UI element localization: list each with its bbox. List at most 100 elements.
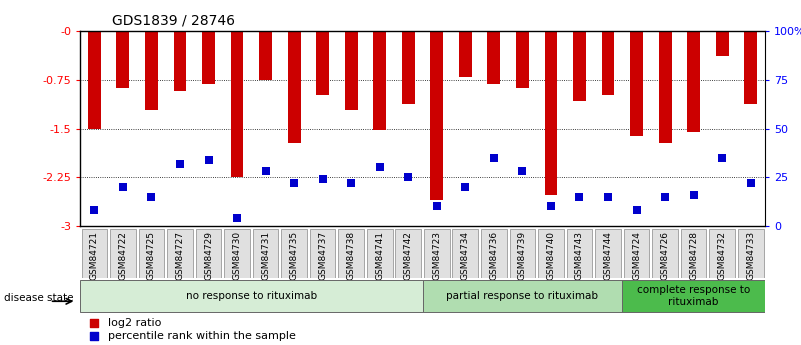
Bar [716,31,729,56]
FancyBboxPatch shape [195,228,221,278]
FancyBboxPatch shape [338,228,364,278]
FancyBboxPatch shape [652,228,678,278]
Text: GSM84740: GSM84740 [546,231,555,280]
Point [602,194,614,199]
Point [744,180,757,186]
FancyBboxPatch shape [423,279,622,312]
Point [87,320,100,325]
FancyBboxPatch shape [595,228,621,278]
Bar [744,31,757,104]
Point [260,169,272,174]
FancyBboxPatch shape [538,228,564,278]
FancyBboxPatch shape [224,228,250,278]
Text: partial response to rituximab: partial response to rituximab [446,291,598,301]
Text: GSM84736: GSM84736 [489,231,498,280]
Text: GDS1839 / 28746: GDS1839 / 28746 [112,14,235,28]
Bar [430,31,443,200]
Text: GSM84728: GSM84728 [689,231,698,280]
Point [687,192,700,198]
Point [316,176,329,182]
Text: GSM84742: GSM84742 [404,231,413,279]
Point [87,334,100,339]
FancyBboxPatch shape [424,228,449,278]
Point [373,165,386,170]
Point [145,194,158,199]
Text: GSM84723: GSM84723 [433,231,441,280]
Bar [516,31,529,88]
Text: GSM84737: GSM84737 [318,231,327,280]
FancyBboxPatch shape [367,228,392,278]
FancyBboxPatch shape [710,228,735,278]
Bar [373,31,386,130]
Text: GSM84730: GSM84730 [232,231,242,280]
Bar [602,31,614,95]
Bar [344,31,357,110]
Text: GSM84735: GSM84735 [290,231,299,280]
Bar [488,31,501,84]
Text: GSM84739: GSM84739 [518,231,527,280]
Text: GSM84725: GSM84725 [147,231,156,280]
FancyBboxPatch shape [624,228,650,278]
Bar [687,31,700,132]
FancyBboxPatch shape [310,228,336,278]
Point [516,169,529,174]
Bar [260,31,272,80]
Point [630,208,643,213]
Text: GSM84743: GSM84743 [575,231,584,280]
Bar [630,31,643,136]
FancyBboxPatch shape [509,228,535,278]
Text: GSM84724: GSM84724 [632,231,641,279]
Text: GSM84733: GSM84733 [747,231,755,280]
Point [658,194,671,199]
Text: disease state: disease state [4,294,74,303]
Bar [288,31,300,143]
Bar [545,31,557,195]
FancyBboxPatch shape [396,228,421,278]
Text: GSM84734: GSM84734 [461,231,470,280]
Text: percentile rank within the sample: percentile rank within the sample [108,331,296,341]
Text: complete response to
rituximab: complete response to rituximab [637,285,751,307]
FancyBboxPatch shape [566,228,592,278]
Bar [658,31,671,143]
Point [116,184,129,190]
Text: GSM84727: GSM84727 [175,231,184,280]
Bar [145,31,158,110]
Point [573,194,586,199]
Bar [459,31,472,77]
Bar [202,31,215,84]
FancyBboxPatch shape [681,228,706,278]
Text: GSM84741: GSM84741 [375,231,384,280]
Bar [573,31,586,101]
FancyBboxPatch shape [110,228,135,278]
Point [344,180,357,186]
Point [545,204,557,209]
Point [402,175,415,180]
Text: GSM84744: GSM84744 [603,231,613,279]
Bar [174,31,187,91]
Point [231,215,244,221]
FancyBboxPatch shape [253,228,279,278]
Text: GSM84722: GSM84722 [119,231,127,279]
FancyBboxPatch shape [453,228,478,278]
FancyBboxPatch shape [139,228,164,278]
FancyBboxPatch shape [80,279,423,312]
Text: GSM84721: GSM84721 [90,231,99,280]
Point [288,180,300,186]
Text: GSM84726: GSM84726 [661,231,670,280]
FancyBboxPatch shape [82,228,107,278]
Point [174,161,187,166]
Point [716,155,729,160]
Bar [316,31,329,95]
Text: log2 ratio: log2 ratio [108,318,161,328]
Bar [402,31,415,104]
Text: GSM84738: GSM84738 [347,231,356,280]
Text: no response to rituximab: no response to rituximab [186,291,317,301]
Bar [116,31,129,88]
Point [202,157,215,162]
Bar [88,31,101,128]
FancyBboxPatch shape [281,228,307,278]
Text: GSM84731: GSM84731 [261,231,270,280]
Point [430,204,443,209]
Point [459,184,472,190]
FancyBboxPatch shape [622,279,765,312]
